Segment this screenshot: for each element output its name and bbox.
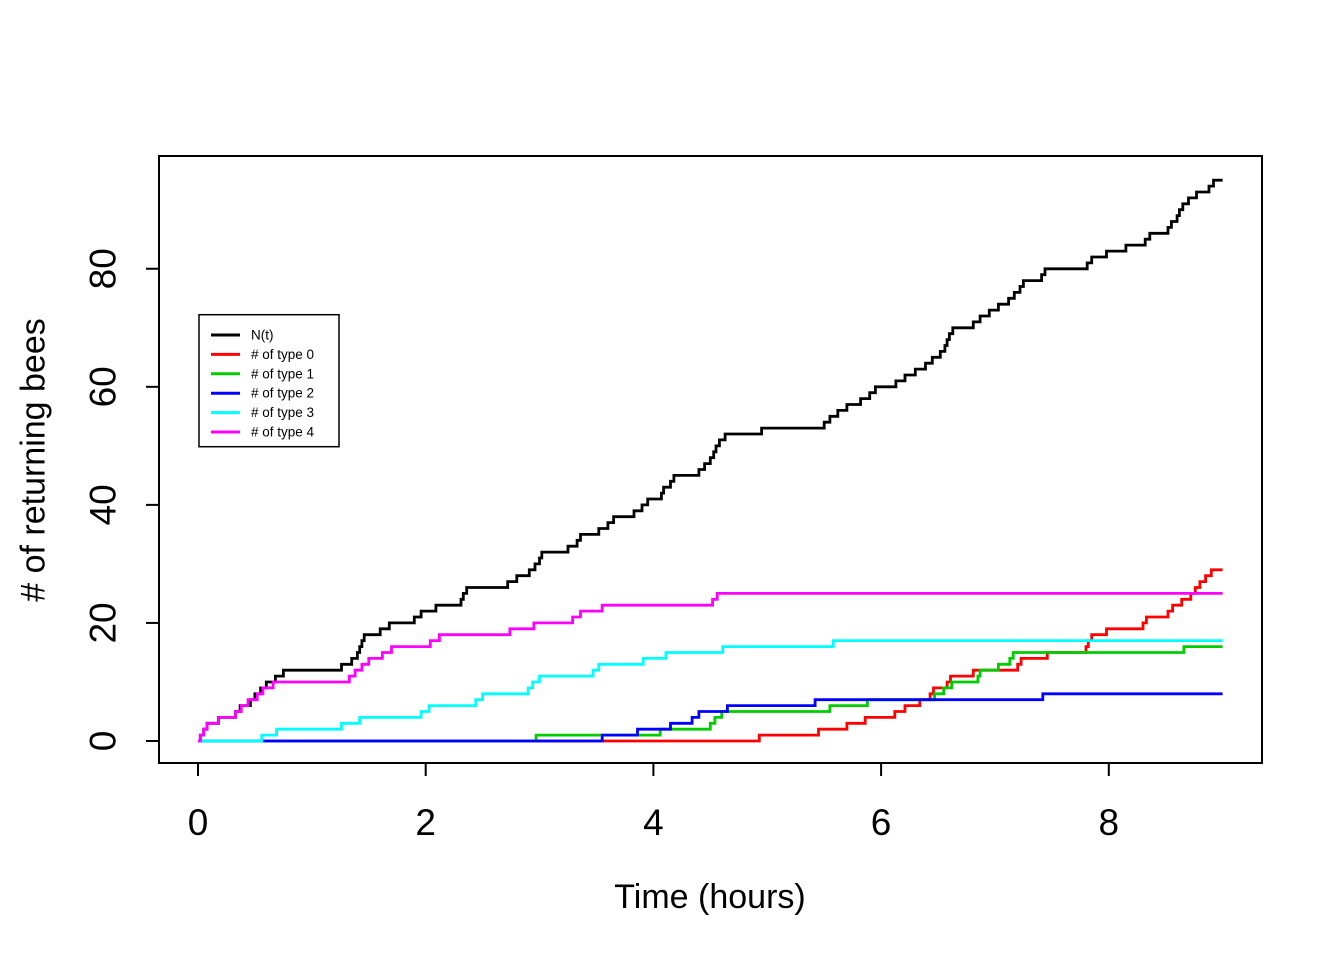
y-tick-label: 0	[83, 731, 124, 752]
series-line-n-t-	[198, 178, 1223, 743]
legend-label: # of type 1	[251, 366, 314, 381]
x-tick-label: 6	[871, 802, 892, 843]
series-line--of-type-0	[198, 568, 1223, 743]
legend-label: # of type 2	[251, 386, 314, 401]
plot-box	[158, 155, 1263, 764]
legend-label: # of type 0	[251, 347, 314, 362]
series-line--of-type-1	[198, 645, 1223, 743]
x-tick-label: 8	[1099, 802, 1120, 843]
y-axis-title: # of returning bees	[14, 318, 53, 602]
y-tick-label: 40	[83, 484, 124, 525]
y-tick-label: 20	[83, 602, 124, 643]
x-tick-label: 4	[643, 802, 664, 843]
legend-label: N(t)	[251, 328, 274, 343]
x-axis-title: Time (hours)	[614, 878, 806, 916]
y-tick-label: 80	[83, 248, 124, 289]
x-tick-label: 0	[188, 802, 209, 843]
y-tick-label: 60	[83, 366, 124, 407]
legend-box	[198, 313, 340, 448]
series-line--of-type-4	[198, 592, 1223, 743]
legend-label: # of type 4	[251, 425, 315, 440]
series-line--of-type-2	[198, 692, 1223, 743]
legend-label: # of type 3	[251, 405, 314, 420]
x-tick-label: 2	[415, 802, 436, 843]
series-line--of-type-3	[198, 639, 1223, 743]
